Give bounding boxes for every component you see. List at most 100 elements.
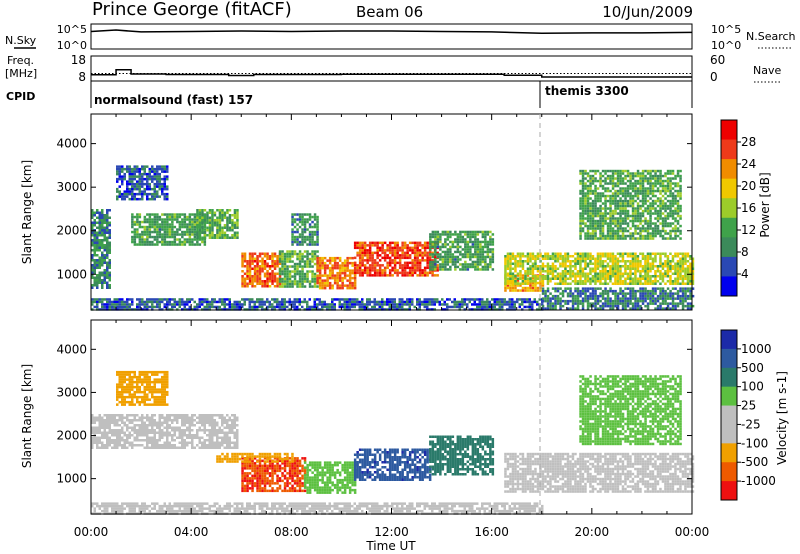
power-cell [281, 257, 284, 261]
power-cell [559, 302, 562, 305]
power-cell [293, 282, 297, 286]
power-cell [348, 261, 352, 265]
power-cell [388, 251, 392, 255]
power-cell [599, 280, 602, 283]
power-cell [361, 244, 364, 247]
power-cell [176, 303, 179, 306]
power-cell [318, 286, 322, 290]
power-cell [348, 276, 352, 280]
power-cell [378, 271, 382, 275]
power-cell [554, 294, 557, 298]
power-cell [286, 305, 289, 309]
power-cell [138, 190, 141, 193]
power-cell [551, 257, 555, 260]
power-cell [621, 252, 625, 255]
power-cell [449, 245, 452, 249]
power-cell [629, 287, 632, 290]
power-cell [584, 267, 587, 270]
power-cell [586, 229, 590, 233]
power-cell [346, 264, 349, 267]
power-cell [431, 255, 435, 259]
power-cell [203, 221, 207, 224]
power-cell [649, 237, 652, 240]
power-cell [609, 202, 612, 205]
power-cell [468, 308, 471, 311]
power-cell [614, 209, 617, 213]
power-cell [636, 265, 640, 268]
power-cell [241, 282, 244, 285]
power-cell [666, 275, 670, 278]
power-cell [619, 169, 622, 173]
power-cell [614, 194, 617, 198]
power-cell [671, 299, 675, 303]
power-cell [316, 264, 319, 267]
power-cell [581, 209, 585, 213]
power-cell [574, 297, 577, 300]
power-cell [516, 272, 520, 275]
power-cell [581, 214, 585, 218]
power-cell [328, 276, 332, 280]
power-cell [616, 234, 620, 238]
power-cell [168, 215, 172, 219]
power-cell [321, 264, 324, 267]
power-cell [446, 248, 450, 251]
power-cell [556, 289, 560, 293]
power-cell [346, 269, 349, 272]
power-cell [629, 289, 632, 293]
power-cell [423, 244, 427, 247]
power-cell [631, 252, 635, 255]
power-cell [439, 255, 442, 259]
power-cell [96, 254, 99, 257]
power-cell [306, 228, 309, 231]
power-cell [91, 254, 94, 257]
power-cell [406, 266, 409, 270]
power-cell [193, 223, 197, 226]
power-cell [434, 265, 437, 269]
power-cell [619, 192, 622, 195]
power-cell [509, 272, 512, 275]
power-cell [479, 268, 482, 271]
power-cell [431, 251, 434, 255]
power-cell [529, 277, 532, 280]
power-cell [606, 217, 610, 220]
power-cell [223, 224, 227, 227]
power-cell [629, 194, 632, 198]
power-cell [666, 307, 670, 310]
power-cell [581, 302, 585, 305]
power-cell [561, 294, 565, 298]
power-cell [639, 287, 642, 290]
power-cell [691, 280, 695, 283]
power-cell [183, 225, 187, 229]
power-cell [343, 284, 347, 287]
power-cell [579, 267, 582, 270]
power-cell [216, 308, 219, 311]
power-cell [221, 226, 224, 229]
power-cell [476, 238, 480, 241]
power-cell [614, 197, 617, 200]
power-cell [101, 224, 104, 227]
power-cell [268, 277, 272, 280]
power-cell [93, 281, 96, 284]
power-cell [629, 184, 632, 188]
power-cell [148, 170, 151, 173]
power-cell [619, 207, 622, 210]
power-cell [616, 272, 620, 275]
power-cell [624, 212, 627, 215]
power-cell [624, 209, 627, 213]
power-cell [516, 300, 519, 304]
power-cell [566, 287, 570, 290]
power-cell [584, 209, 587, 213]
power-cell [153, 298, 156, 301]
power-cell [641, 169, 645, 173]
power-cell [148, 298, 151, 301]
power-cell [106, 305, 109, 309]
power-cell [646, 169, 650, 173]
power-cell [691, 287, 695, 290]
power-cell [584, 272, 587, 275]
power-cell [193, 220, 197, 224]
power-cell [631, 292, 635, 295]
power-cell [91, 303, 94, 306]
power-cell [664, 302, 667, 305]
power-cell [356, 254, 359, 257]
power-cell [478, 298, 481, 301]
